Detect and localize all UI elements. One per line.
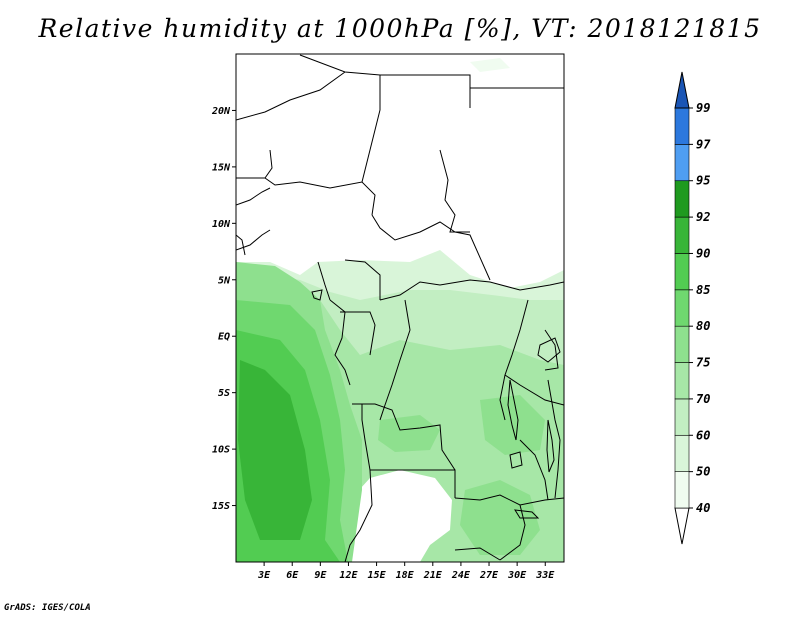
colorbar-label: 90 xyxy=(696,246,710,260)
colorbar-box xyxy=(674,144,690,182)
colorbar-label: 85 xyxy=(696,283,710,297)
colorbar-box xyxy=(674,434,690,472)
axis-ticks: 20N 15N 10N 5N EQ 5S 10S 15S 3E 6E 9E 12E 15E 18E 21E 2… xyxy=(211,106,555,581)
colorbar-label: 60 xyxy=(696,428,710,442)
colorbar-label: 40 xyxy=(696,501,710,515)
lat-tick-label: 15N xyxy=(212,162,231,173)
lon-tick-label: 21E xyxy=(423,570,443,581)
lake-kariba xyxy=(514,509,540,519)
colorbar-box xyxy=(674,398,690,436)
colorbar-box xyxy=(674,180,690,218)
lake-mweru xyxy=(509,451,523,469)
lat-tick-label: 15S xyxy=(212,501,230,512)
lat-tick-label: 5N xyxy=(218,275,231,286)
colorbar-under-triangle xyxy=(674,507,690,545)
rh-patch-congo xyxy=(378,415,440,452)
colorbar-label: 70 xyxy=(696,392,710,406)
lake-victoria xyxy=(537,337,561,363)
lon-tick-label: 12E xyxy=(339,570,358,581)
colorbar-label: 99 xyxy=(696,101,710,115)
lat-tick-label: 10S xyxy=(212,445,230,456)
lon-tick-label: 18E xyxy=(396,570,415,581)
rh-region-dry xyxy=(348,470,452,562)
colorbar-box xyxy=(674,471,690,509)
colorbar-box xyxy=(674,216,690,254)
rh-region-92 xyxy=(238,360,312,540)
rh-patch-north-east xyxy=(470,58,510,72)
grads-credit: GrADS: IGES/COLA xyxy=(4,603,91,613)
lat-tick-label: 10N xyxy=(212,219,231,230)
lon-tick-label: 6E xyxy=(286,570,299,581)
colorbar-box xyxy=(674,289,690,327)
colorbar-label: 95 xyxy=(696,174,710,188)
colorbar-label: 50 xyxy=(696,465,710,479)
lon-tick-label: 24E xyxy=(451,570,471,581)
lon-tick-label: 3E xyxy=(257,570,271,581)
colorbar-box xyxy=(674,325,690,363)
rh-patch-south xyxy=(460,480,540,555)
lon-tick-label: 33E xyxy=(535,570,555,581)
colorbar: 40 50 60 70 75 80 85 90 92 95 97 99 xyxy=(674,71,711,545)
lake-tanganyika xyxy=(507,379,519,441)
map-title: Relative humidity at 1000hPa [%], VT: 20… xyxy=(38,14,762,43)
humidity-field xyxy=(236,58,564,562)
lon-tick-label: 30E xyxy=(507,570,527,581)
lon-tick-label: 15E xyxy=(368,570,387,581)
colorbar-label: 75 xyxy=(696,356,710,370)
lat-tick-label: 5S xyxy=(218,388,230,399)
colorbar-label: 97 xyxy=(696,137,711,151)
lon-tick-label: 27E xyxy=(479,570,499,581)
lakes xyxy=(311,289,561,519)
colorbar-label: 80 xyxy=(696,319,710,333)
colorbar-box xyxy=(674,362,690,400)
lake-malawi xyxy=(546,419,555,473)
colorbar-box xyxy=(674,107,690,145)
lake-volta-fragment xyxy=(311,289,323,301)
lon-tick-label: 9E xyxy=(314,570,327,581)
map-frame xyxy=(235,53,565,563)
colorbar-over-triangle xyxy=(674,71,690,109)
colorbar-box xyxy=(674,253,690,291)
colorbar-label: 92 xyxy=(696,210,710,224)
lat-tick-label: 20N xyxy=(211,106,231,117)
lat-tick-label: EQ xyxy=(218,332,230,343)
country-borders xyxy=(236,54,564,562)
